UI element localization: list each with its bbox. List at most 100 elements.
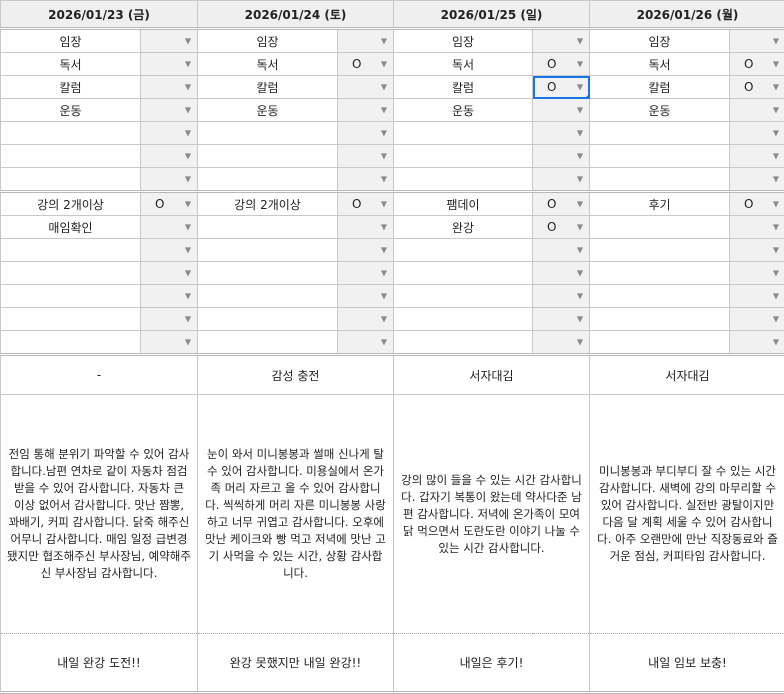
check-dropdown-cell[interactable]: O▼ (533, 216, 590, 239)
fill-handle[interactable] (586, 95, 590, 99)
dropdown-arrow-icon[interactable]: ▼ (185, 200, 191, 209)
task-label-cell[interactable] (198, 122, 338, 145)
task-label-cell[interactable] (394, 168, 533, 192)
task-label-cell[interactable]: 후기 (590, 192, 730, 216)
check-dropdown-cell[interactable]: ▼ (338, 239, 394, 262)
check-dropdown-cell[interactable]: ▼ (730, 285, 784, 308)
task-label-cell[interactable]: 독서 (198, 53, 338, 76)
dropdown-arrow-icon[interactable]: ▼ (773, 200, 779, 209)
task-label-cell[interactable] (394, 145, 533, 168)
dropdown-arrow-icon[interactable]: ▼ (773, 152, 779, 161)
check-dropdown-cell[interactable]: ▼ (730, 99, 784, 122)
task-label-cell[interactable] (590, 262, 730, 285)
task-label-cell[interactable] (1, 308, 141, 331)
task-label-cell[interactable] (1, 145, 141, 168)
check-dropdown-cell[interactable]: O▼ (533, 53, 590, 76)
task-label-cell[interactable]: 독서 (590, 53, 730, 76)
task-label-cell[interactable] (590, 239, 730, 262)
task-label-cell[interactable]: 칼럼 (394, 76, 533, 99)
task-label-cell[interactable] (394, 239, 533, 262)
check-dropdown-cell[interactable]: ▼ (338, 122, 394, 145)
task-label-cell[interactable] (394, 308, 533, 331)
task-label-cell[interactable] (394, 331, 533, 355)
check-dropdown-cell[interactable]: ▼ (141, 239, 198, 262)
dropdown-arrow-icon[interactable]: ▼ (185, 315, 191, 324)
dropdown-arrow-icon[interactable]: ▼ (773, 315, 779, 324)
check-dropdown-cell[interactable]: ▼ (730, 262, 784, 285)
dropdown-arrow-icon[interactable]: ▼ (577, 37, 583, 46)
dropdown-arrow-icon[interactable]: ▼ (773, 338, 779, 347)
check-dropdown-cell[interactable]: ▼ (730, 239, 784, 262)
task-label-cell[interactable]: 운동 (394, 99, 533, 122)
task-label-cell[interactable] (590, 145, 730, 168)
dropdown-arrow-icon[interactable]: ▼ (577, 338, 583, 347)
task-label-cell[interactable]: 팸데이 (394, 192, 533, 216)
check-dropdown-cell[interactable]: ▼ (338, 76, 394, 99)
task-label-cell[interactable]: 운동 (198, 99, 338, 122)
check-dropdown-cell[interactable]: O▼ (533, 192, 590, 216)
check-dropdown-cell[interactable]: ▼ (141, 331, 198, 355)
date-header[interactable]: 2026/01/24 (토) (198, 1, 394, 29)
check-dropdown-cell[interactable]: ▼ (338, 331, 394, 355)
dropdown-arrow-icon[interactable]: ▼ (381, 37, 387, 46)
dropdown-arrow-icon[interactable]: ▼ (185, 152, 191, 161)
dropdown-arrow-icon[interactable]: ▼ (185, 292, 191, 301)
dropdown-arrow-icon[interactable]: ▼ (773, 106, 779, 115)
task-label-cell[interactable] (590, 285, 730, 308)
check-dropdown-cell[interactable]: ▼ (141, 145, 198, 168)
theme-cell[interactable]: 서자대김 (590, 355, 784, 395)
task-label-cell[interactable] (394, 122, 533, 145)
task-label-cell[interactable] (1, 262, 141, 285)
dropdown-arrow-icon[interactable]: ▼ (185, 106, 191, 115)
task-label-cell[interactable]: 운동 (1, 99, 141, 122)
task-label-cell[interactable] (1, 122, 141, 145)
check-dropdown-cell[interactable]: ▼ (338, 99, 394, 122)
theme-cell[interactable]: 서자대김 (394, 355, 590, 395)
check-dropdown-cell[interactable]: O▼ (533, 76, 590, 99)
task-label-cell[interactable] (198, 331, 338, 355)
dropdown-arrow-icon[interactable]: ▼ (577, 129, 583, 138)
check-dropdown-cell[interactable]: ▼ (141, 285, 198, 308)
dropdown-arrow-icon[interactable]: ▼ (381, 338, 387, 347)
check-dropdown-cell[interactable]: ▼ (730, 122, 784, 145)
tomorrow-plan-cell[interactable]: 내일 임보 보충! (590, 634, 784, 693)
check-dropdown-cell[interactable]: O▼ (730, 192, 784, 216)
gratitude-cell[interactable]: 전임 통해 분위기 파악할 수 있어 감사합니다.남편 연차로 같이 자동차 점… (1, 395, 198, 634)
task-label-cell[interactable]: 독서 (394, 53, 533, 76)
dropdown-arrow-icon[interactable]: ▼ (773, 223, 779, 232)
check-dropdown-cell[interactable]: ▼ (533, 285, 590, 308)
check-dropdown-cell[interactable]: ▼ (533, 308, 590, 331)
check-dropdown-cell[interactable]: ▼ (533, 331, 590, 355)
check-dropdown-cell[interactable]: O▼ (141, 192, 198, 216)
check-dropdown-cell[interactable]: ▼ (141, 168, 198, 192)
check-dropdown-cell[interactable]: ▼ (338, 285, 394, 308)
task-label-cell[interactable] (590, 168, 730, 192)
dropdown-arrow-icon[interactable]: ▼ (381, 292, 387, 301)
task-label-cell[interactable] (198, 262, 338, 285)
task-label-cell[interactable] (394, 285, 533, 308)
check-dropdown-cell[interactable]: ▼ (338, 262, 394, 285)
check-dropdown-cell[interactable]: ▼ (338, 145, 394, 168)
dropdown-arrow-icon[interactable]: ▼ (185, 175, 191, 184)
dropdown-arrow-icon[interactable]: ▼ (773, 269, 779, 278)
dropdown-arrow-icon[interactable]: ▼ (185, 223, 191, 232)
dropdown-arrow-icon[interactable]: ▼ (773, 60, 779, 69)
check-dropdown-cell[interactable]: ▼ (730, 29, 784, 53)
dropdown-arrow-icon[interactable]: ▼ (381, 129, 387, 138)
check-dropdown-cell[interactable]: ▼ (730, 145, 784, 168)
dropdown-arrow-icon[interactable]: ▼ (185, 37, 191, 46)
task-label-cell[interactable] (198, 168, 338, 192)
check-dropdown-cell[interactable]: ▼ (533, 168, 590, 192)
check-dropdown-cell[interactable]: ▼ (141, 53, 198, 76)
dropdown-arrow-icon[interactable]: ▼ (381, 152, 387, 161)
check-dropdown-cell[interactable]: O▼ (730, 76, 784, 99)
task-label-cell[interactable] (198, 285, 338, 308)
gratitude-cell[interactable]: 강의 많이 들을 수 있는 시간 감사합니다. 갑자기 복통이 왔는데 약사다준… (394, 395, 590, 634)
check-dropdown-cell[interactable]: ▼ (141, 308, 198, 331)
check-dropdown-cell[interactable]: ▼ (533, 145, 590, 168)
dropdown-arrow-icon[interactable]: ▼ (577, 315, 583, 324)
task-label-cell[interactable] (198, 216, 338, 239)
check-dropdown-cell[interactable]: ▼ (141, 262, 198, 285)
dropdown-arrow-icon[interactable]: ▼ (381, 315, 387, 324)
dropdown-arrow-icon[interactable]: ▼ (577, 200, 583, 209)
